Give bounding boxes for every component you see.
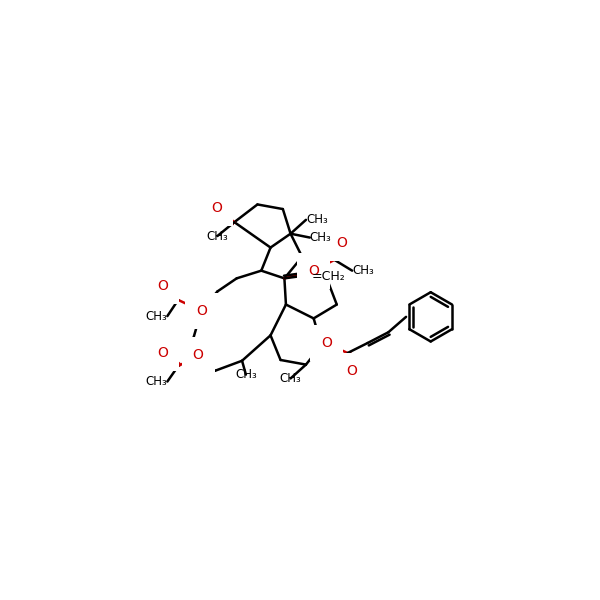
Text: O: O [157,279,168,293]
Text: CH₃: CH₃ [146,310,167,323]
Text: O: O [193,349,203,362]
Text: CH₃: CH₃ [310,231,332,244]
Text: CH₃: CH₃ [352,264,374,277]
Text: O: O [308,263,319,278]
Text: =CH₂: =CH₂ [312,269,346,283]
Text: CH₃: CH₃ [206,230,228,242]
Text: CH₃: CH₃ [235,368,257,381]
Text: O: O [347,364,358,378]
Text: O: O [322,336,332,350]
Text: O: O [157,346,168,360]
Text: O: O [196,304,206,318]
Text: O: O [211,200,222,215]
Text: O: O [337,236,347,250]
Text: CH₃: CH₃ [306,214,328,226]
Text: CH₃: CH₃ [146,375,167,388]
Text: CH₃: CH₃ [280,372,301,385]
